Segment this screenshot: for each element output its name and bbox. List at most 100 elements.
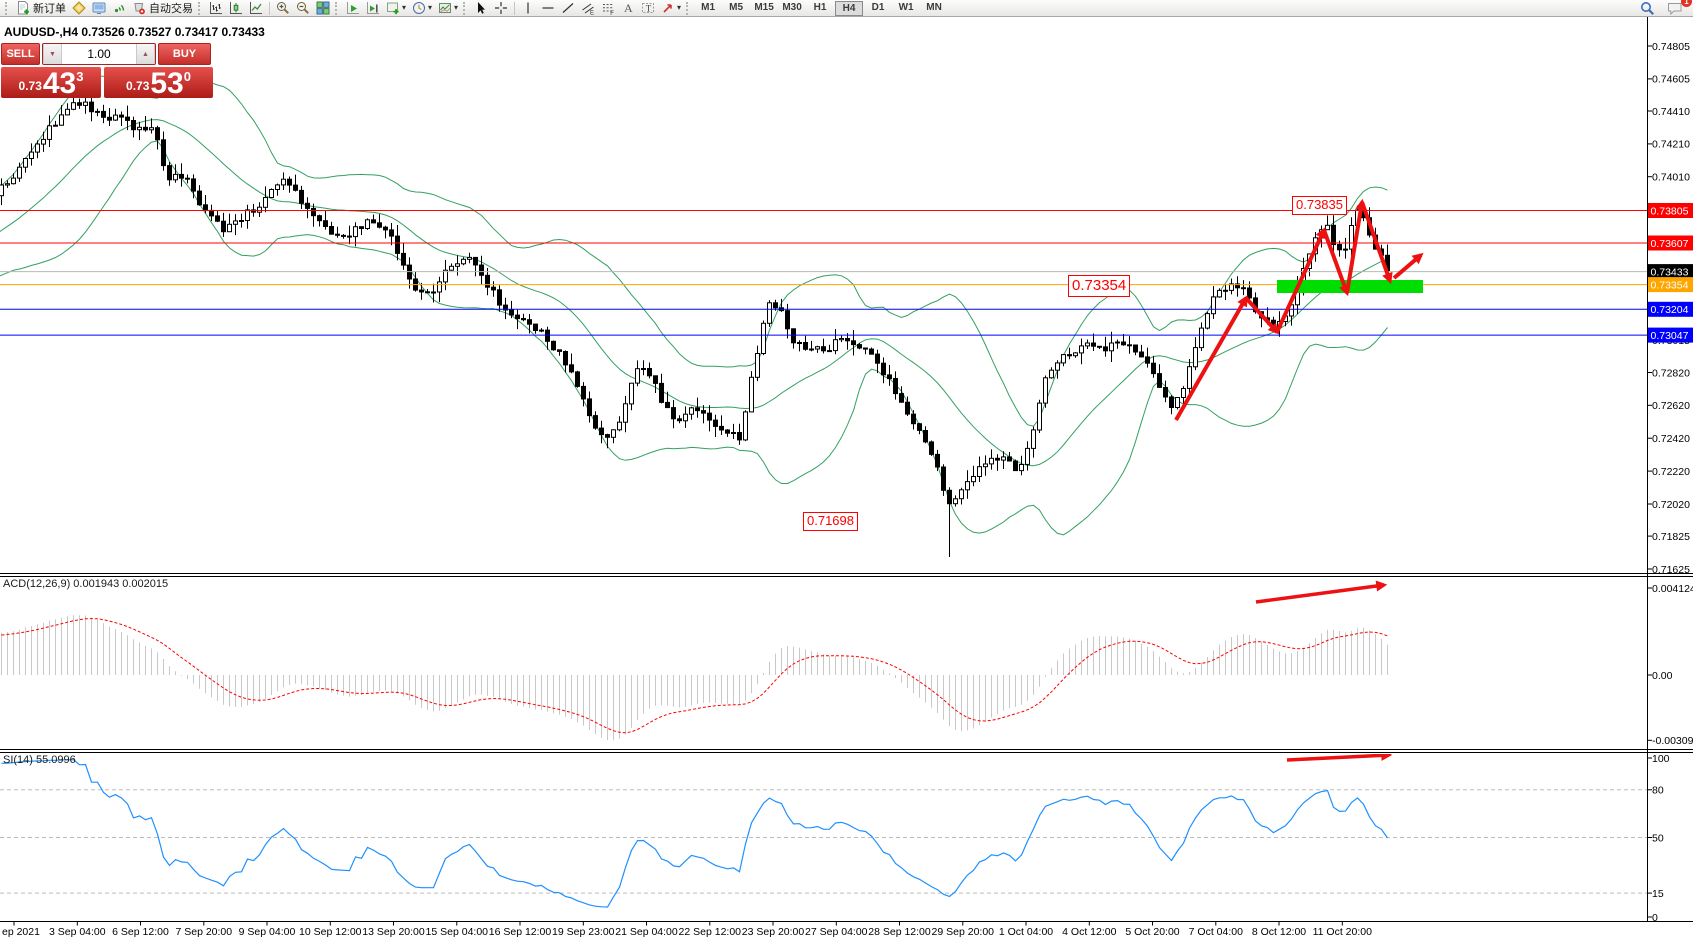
horizontal-line-button[interactable]: [538, 0, 558, 16]
svg-text:10 Sep 12:00: 10 Sep 12:00: [299, 926, 362, 938]
svg-text:0.73607: 0.73607: [1651, 238, 1689, 250]
search-icon: [1640, 1, 1655, 16]
auto-scroll-icon: [346, 1, 360, 15]
vertical-line-icon: [521, 1, 535, 15]
svg-text:16 Sep 12:00: 16 Sep 12:00: [489, 926, 552, 938]
svg-text:19 Sep 23:00: 19 Sep 23:00: [552, 926, 615, 938]
volume-down-button[interactable]: ▼: [43, 44, 62, 64]
svg-text:0.73805: 0.73805: [1651, 205, 1689, 217]
svg-text:0.74010: 0.74010: [1652, 172, 1690, 184]
candle-chart-button[interactable]: [226, 0, 246, 16]
crosshair-icon: [494, 1, 508, 15]
buy-price[interactable]: 0.73 53 0: [104, 67, 213, 99]
chart-shift-icon: [366, 1, 380, 15]
trendline-button[interactable]: [558, 0, 578, 16]
chart-shift-button[interactable]: [363, 0, 383, 16]
crosshair-button[interactable]: [491, 0, 511, 16]
time-axis[interactable]: ep 2021 3 Sep 04:00 6 Sep 12:00 7 Sep 20:00…: [2, 921, 1372, 939]
signals-button[interactable]: [109, 0, 129, 16]
chevron-down-icon: ▾: [454, 3, 459, 12]
svg-text:21 Sep 04:00: 21 Sep 04:00: [615, 926, 678, 938]
price-axis[interactable]: 0.74805 0.74605 0.74410 0.74210 0.74010 0.730…: [1647, 41, 1693, 924]
tf-button-W1[interactable]: W1: [898, 2, 914, 13]
toolbar-grip[interactable]: [335, 1, 339, 15]
bar-chart-button[interactable]: [206, 0, 226, 16]
svg-text:13 Sep 20:00: 13 Sep 20:00: [362, 926, 425, 938]
toolbar-separator: [269, 1, 270, 15]
trend-arrow: [1174, 295, 1248, 421]
toolbar-grip[interactable]: [686, 1, 690, 15]
zoom-out-icon: [296, 1, 310, 15]
rsi-label: SI(14) 55.0996: [3, 754, 76, 766]
tf-button-D1[interactable]: D1: [871, 2, 885, 13]
volume-input[interactable]: [62, 44, 136, 64]
market-watch-icon: [92, 1, 106, 15]
sell-button[interactable]: SELL: [1, 43, 40, 65]
tf-button-M5[interactable]: M5: [729, 2, 744, 13]
cursor-button[interactable]: [471, 0, 491, 16]
volume-up-button[interactable]: ▲: [136, 44, 155, 64]
arrows-button[interactable]: ▾: [658, 0, 684, 16]
price-badge: [1648, 277, 1693, 293]
price-badge: [1648, 327, 1693, 343]
svg-text:28 Sep 12:00: 28 Sep 12:00: [868, 926, 931, 938]
svg-text:0.74210: 0.74210: [1652, 139, 1690, 151]
quotes-icon: [72, 1, 86, 15]
toolbar-separator: [514, 1, 516, 15]
periods-button[interactable]: ▾: [409, 0, 435, 16]
quotes-button[interactable]: [69, 0, 89, 16]
zoom-in-button[interactable]: [273, 0, 293, 16]
tf-button-MN[interactable]: MN: [926, 2, 942, 13]
auto-trading-button[interactable]: 自动交易: [129, 0, 196, 16]
search-button[interactable]: [1637, 0, 1658, 16]
templates-button[interactable]: ▾: [435, 0, 461, 16]
forecast-arrow: [1392, 252, 1424, 280]
volume-control: ▼ ▲: [42, 43, 156, 65]
svg-text:0: 0: [1652, 912, 1658, 924]
sell-price[interactable]: 0.73 43 3: [1, 67, 101, 100]
tile-windows-icon: [316, 1, 330, 15]
tf-button-M15[interactable]: M15: [754, 2, 774, 13]
fibonacci-button[interactable]: F: [598, 0, 618, 16]
new-order-label: 新订单: [33, 3, 66, 15]
zoom-out-button[interactable]: [293, 0, 313, 16]
text-label-button[interactable]: T: [638, 0, 658, 16]
svg-text:T: T: [646, 3, 652, 13]
buy-button[interactable]: BUY: [158, 43, 211, 65]
new-order-button[interactable]: 新订单: [13, 0, 69, 16]
toolbar-grip[interactable]: [5, 1, 9, 15]
buy-price-prefix: 0.73: [126, 79, 150, 93]
auto-scroll-button[interactable]: [343, 0, 363, 16]
text-button[interactable]: A: [618, 0, 638, 16]
sell-price-big: 43: [42, 67, 77, 100]
svg-text:15 Sep 04:00: 15 Sep 04:00: [426, 926, 489, 938]
equidistant-channel-button[interactable]: E: [578, 0, 598, 16]
main-plot[interactable]: [0, 75, 1647, 557]
market-watch-button[interactable]: [89, 0, 109, 16]
tf-button-M30[interactable]: M30: [782, 2, 802, 13]
line-chart-button[interactable]: [246, 0, 266, 16]
rsi-plot[interactable]: [0, 754, 1647, 908]
chat-button[interactable]: 1: [1664, 0, 1692, 16]
fibonacci-icon: F: [601, 1, 615, 15]
toolbar-grip[interactable]: [198, 1, 202, 15]
main-toolbar: 新订单 自动交易: [0, 0, 1693, 17]
macd-plot[interactable]: [1, 580, 1388, 741]
svg-text:0.00: 0.00: [1652, 670, 1673, 682]
tile-windows-button[interactable]: [313, 0, 333, 16]
tf-button-H4[interactable]: H4: [835, 0, 864, 16]
svg-text:50: 50: [1652, 832, 1664, 844]
svg-text:80: 80: [1652, 785, 1664, 797]
new-chart-button[interactable]: ▾: [383, 0, 409, 16]
tf-button-M1[interactable]: M1: [701, 2, 716, 13]
tf-button-H1[interactable]: H1: [813, 2, 827, 13]
vertical-line-button[interactable]: [518, 0, 538, 16]
svg-text:0.72820: 0.72820: [1652, 367, 1690, 379]
cursor-icon: [474, 1, 488, 15]
svg-text:8 Oct 12:00: 8 Oct 12:00: [1252, 926, 1306, 938]
rsi-trend-arrow: [1286, 754, 1393, 762]
trend-arrow: [1322, 229, 1350, 297]
svg-text:ep 2021: ep 2021: [2, 926, 40, 938]
toolbar-grip[interactable]: [463, 1, 467, 15]
